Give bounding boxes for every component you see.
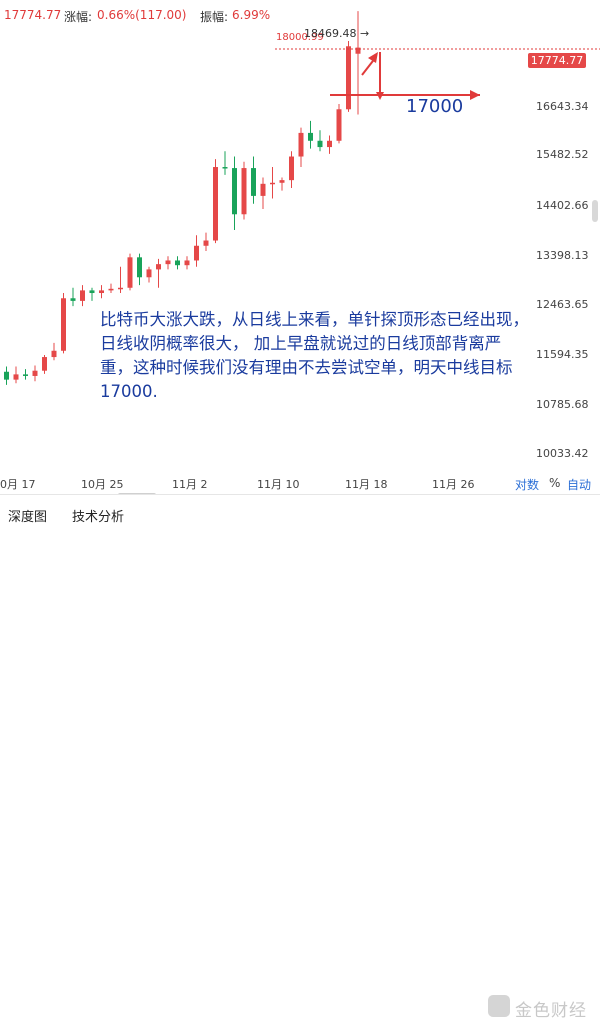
- chart-canvas: [4, 11, 600, 385]
- tab-technical-analysis[interactable]: 技术分析: [72, 510, 125, 525]
- candle-body: [118, 287, 123, 290]
- quote-header: 17774.77 涨幅: 0.66%(117.00) 振幅: 6.99%: [0, 0, 600, 30]
- candle-body: [184, 260, 190, 266]
- target-arrow-head: [470, 90, 480, 100]
- candle-body: [232, 168, 237, 215]
- candle-body: [213, 167, 218, 241]
- candle-body: [222, 167, 228, 169]
- candle-body: [260, 183, 266, 196]
- amplitude-label: 振幅:: [200, 10, 229, 24]
- candle-body: [194, 245, 199, 261]
- right-arrow-icon: →: [360, 27, 370, 40]
- auto-scale-toggle[interactable]: 自动: [567, 478, 592, 492]
- amplitude-value: 6.99%: [232, 8, 271, 22]
- candle-body: [346, 46, 351, 110]
- candle-body: [336, 109, 342, 141]
- logo-icon: [488, 995, 510, 1017]
- price-scroll-handle[interactable]: [592, 200, 598, 222]
- candle-body: [137, 257, 142, 278]
- candle-body: [251, 168, 256, 196]
- x-tick: 11月 10: [257, 478, 300, 491]
- candle-body: [289, 156, 294, 181]
- y-tick: 12463.65: [536, 298, 589, 311]
- change-value: 0.66%(117.00): [97, 8, 187, 22]
- last-price: 17774.77: [4, 8, 62, 22]
- log-scale-toggle[interactable]: 对数: [515, 478, 540, 492]
- x-tick: 11月 26: [432, 478, 475, 491]
- candle-body: [61, 298, 66, 351]
- analysis-note: 比特币大涨大跌，从日线上来看，单针探顶形态已经出现，日线收阴概率很大， 加上早盘…: [100, 310, 529, 401]
- candles: [4, 11, 361, 385]
- y-tick: 10785.68: [536, 398, 589, 411]
- y-tick: 16643.34: [536, 100, 589, 113]
- y-tick: 15482.52: [536, 148, 589, 161]
- candle-body: [156, 264, 161, 270]
- x-tick: 11月 2: [172, 478, 208, 491]
- red-level-label: 18000.99: [276, 32, 324, 43]
- candle-body: [4, 371, 9, 380]
- y-tick: 11594.35: [536, 348, 589, 361]
- tab-depth-chart[interactable]: 深度图: [8, 510, 48, 525]
- bottom-tab-bar: 深度图 技术分析 金色财经: [0, 494, 600, 1021]
- x-tick: 0月 17: [0, 478, 36, 491]
- watermark-logo: 金色财经: [488, 995, 594, 1021]
- candle-body: [146, 269, 152, 278]
- candle-body: [51, 350, 57, 358]
- y-tick: 13398.13: [536, 249, 589, 262]
- x-tick: 11月 18: [345, 478, 388, 491]
- candle-body: [165, 260, 171, 265]
- high-price-label: 18469.48 →: [304, 27, 369, 40]
- candle-body: [108, 288, 114, 291]
- candle-body: [298, 132, 304, 157]
- candle-body: [70, 298, 76, 301]
- logo-text: 金色财经: [515, 1001, 587, 1021]
- drop-arrow-head: [376, 92, 384, 100]
- candle-body: [23, 374, 28, 376]
- candle-body: [279, 180, 285, 183]
- candle-body: [241, 168, 247, 215]
- pin-arrow-head: [368, 52, 378, 63]
- candle-body: [308, 132, 313, 141]
- candle-body: [317, 140, 323, 148]
- candle-body: [89, 290, 95, 294]
- high-price-value: 18469.48: [304, 27, 357, 40]
- candlestick-chart[interactable]: [0, 0, 600, 528]
- change-label: 涨幅:: [64, 10, 93, 24]
- y-tick: 10033.42: [536, 447, 589, 460]
- candle-body: [80, 290, 85, 301]
- target-label: 17000: [406, 96, 464, 117]
- candle-body: [32, 370, 38, 376]
- candle-body: [175, 260, 180, 266]
- candle-body: [270, 182, 275, 185]
- candle-body: [355, 47, 361, 54]
- candle-body: [203, 240, 209, 246]
- candle-body: [13, 374, 19, 380]
- y-tick: 14402.66: [536, 199, 589, 212]
- x-tick: 10月 25: [81, 478, 124, 491]
- current-price-badge: 17774.77: [528, 53, 586, 68]
- candle-body: [327, 140, 332, 148]
- candle-body: [127, 257, 133, 288]
- candle-body: [99, 290, 104, 294]
- percent-scale-toggle[interactable]: %: [549, 476, 561, 490]
- candle-body: [42, 357, 47, 371]
